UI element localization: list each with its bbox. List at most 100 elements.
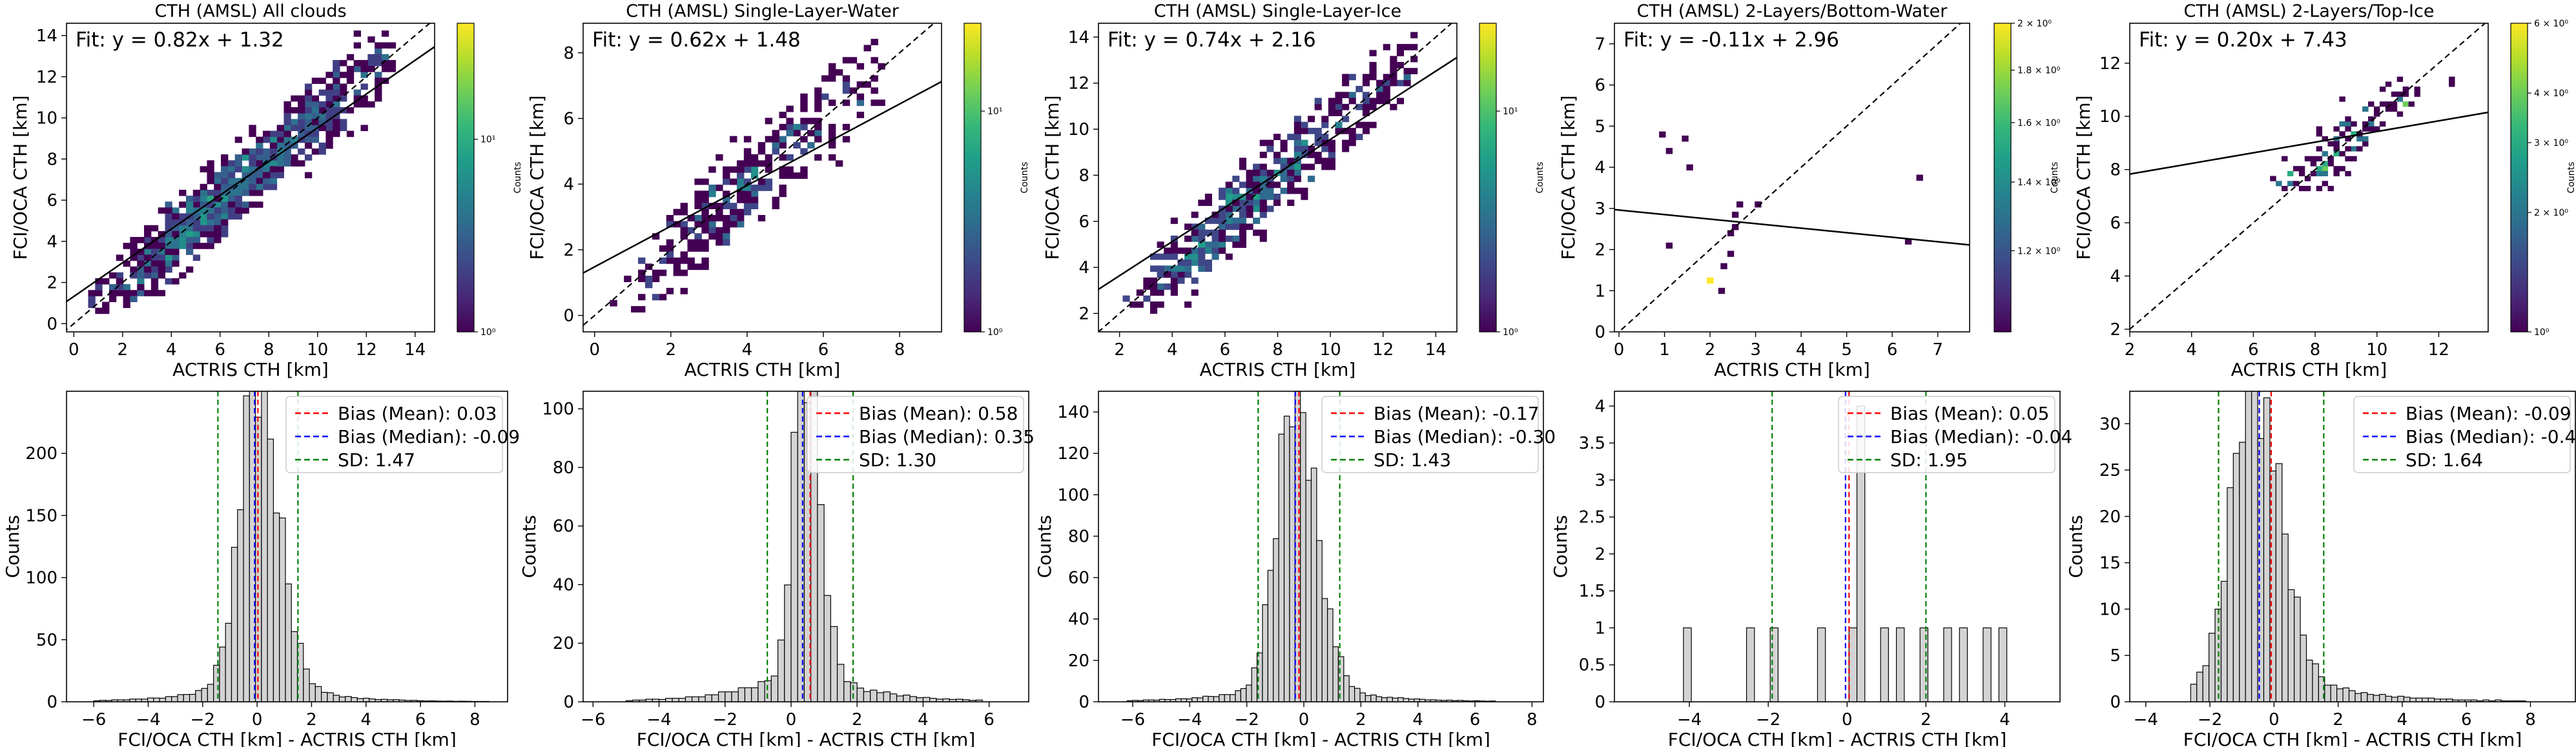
y-axis-label: Counts <box>519 515 540 578</box>
x-tick-label: −6 <box>1120 710 1145 730</box>
density-cell <box>304 154 313 161</box>
y-tick-label: 14 <box>1068 28 1089 47</box>
density-cell <box>234 213 243 220</box>
density-cell <box>1314 97 1322 105</box>
density-cell <box>200 207 207 214</box>
density-cell <box>680 209 688 216</box>
density-cell <box>2316 131 2323 137</box>
density-cell <box>1253 218 1261 224</box>
density-cell <box>227 160 236 167</box>
density-cell <box>793 130 801 137</box>
density-cell <box>256 136 263 143</box>
density-cell <box>1355 121 1363 128</box>
y-tick-label: 5 <box>2110 646 2121 666</box>
density-cell <box>102 307 110 314</box>
density-cell <box>793 123 801 130</box>
density-cell <box>1143 283 1151 290</box>
density-cell <box>1369 121 1377 128</box>
x-axis-label: FCI/OCA CTH [km] - ACTRIS CTH [km] <box>1151 729 1490 747</box>
density-cell <box>1383 97 1390 105</box>
density-cell <box>856 93 865 100</box>
density-cell <box>340 59 347 67</box>
y-tick-label: 0 <box>46 314 57 334</box>
density-cell <box>304 119 313 125</box>
density-cell <box>2396 91 2404 97</box>
x-tick-label: 4 <box>1999 710 2010 730</box>
density-cell <box>1184 247 1192 254</box>
density-cell <box>150 290 159 296</box>
density-cell <box>673 209 681 216</box>
density-cell <box>1232 223 1240 230</box>
x-tick-label: 6 <box>818 340 829 360</box>
density-cell <box>150 278 159 285</box>
density-cell <box>375 77 382 84</box>
x-tick-label: 6 <box>2248 340 2259 360</box>
density-cell <box>687 245 695 252</box>
density-cell <box>2316 166 2323 172</box>
density-cell <box>1198 235 1206 242</box>
density-cell <box>144 236 152 243</box>
x-tick-label: 6 <box>415 710 426 730</box>
density-cell <box>842 75 850 82</box>
density-cell <box>1273 134 1281 140</box>
density-cell <box>716 203 723 210</box>
histogram-bar <box>2282 533 2289 702</box>
y-tick-label: 4 <box>563 175 574 194</box>
density-cell <box>158 272 166 279</box>
density-cell <box>1686 164 1693 171</box>
density-cell <box>1266 181 1274 189</box>
density-cell <box>666 287 674 294</box>
density-cell <box>353 59 361 67</box>
y-tick-label: 5 <box>1594 117 1605 136</box>
density-cell <box>1335 110 1343 116</box>
density-cell <box>276 142 284 149</box>
histogram-bar <box>2245 391 2252 702</box>
density-cell <box>200 196 207 202</box>
density-cell <box>144 230 152 238</box>
histogram-bar <box>1397 697 1404 702</box>
density-cell <box>1293 116 1301 123</box>
histogram-bar <box>327 692 334 702</box>
density-cell <box>1177 271 1185 278</box>
density-cell <box>185 207 194 214</box>
one-to-one-line <box>2130 23 2486 331</box>
density-cell <box>750 190 759 198</box>
density-cell <box>311 107 320 114</box>
density-cell <box>723 227 730 234</box>
density-cell <box>200 230 207 238</box>
x-tick-label: 6 <box>1887 340 1898 360</box>
density-cell <box>381 54 389 61</box>
density-cell <box>325 89 333 96</box>
plot-area <box>1098 23 1457 332</box>
legend-entry: SD: 1.30 <box>859 449 936 471</box>
density-cell <box>130 290 138 296</box>
density-cell <box>367 66 375 72</box>
y-tick-label: 80 <box>553 458 574 478</box>
density-cell <box>185 225 194 232</box>
density-cell <box>375 59 382 67</box>
density-cell <box>185 249 194 255</box>
y-tick-label: 14 <box>36 26 57 46</box>
density-cell <box>786 118 794 125</box>
legend-entry: SD: 1.64 <box>2406 449 2483 471</box>
density-cell <box>1342 79 1350 87</box>
y-tick-label: 8 <box>46 150 57 169</box>
density-cell <box>1410 32 1418 39</box>
density-cell <box>179 236 187 243</box>
y-tick-label: 3 <box>1594 471 1605 490</box>
density-cell <box>234 201 243 208</box>
density-cell <box>1164 271 1171 278</box>
density-cell <box>249 160 256 167</box>
density-cell <box>1355 86 1363 92</box>
histogram-bar <box>725 691 732 702</box>
density-cell <box>381 30 389 37</box>
density-cell <box>1253 187 1261 194</box>
density-cell <box>88 290 96 296</box>
histogram-bar <box>823 595 831 702</box>
density-cell <box>694 178 702 185</box>
density-cell <box>1211 253 1219 260</box>
density-cell <box>1328 110 1335 116</box>
density-cell <box>765 184 773 191</box>
density-cell <box>2316 146 2323 152</box>
